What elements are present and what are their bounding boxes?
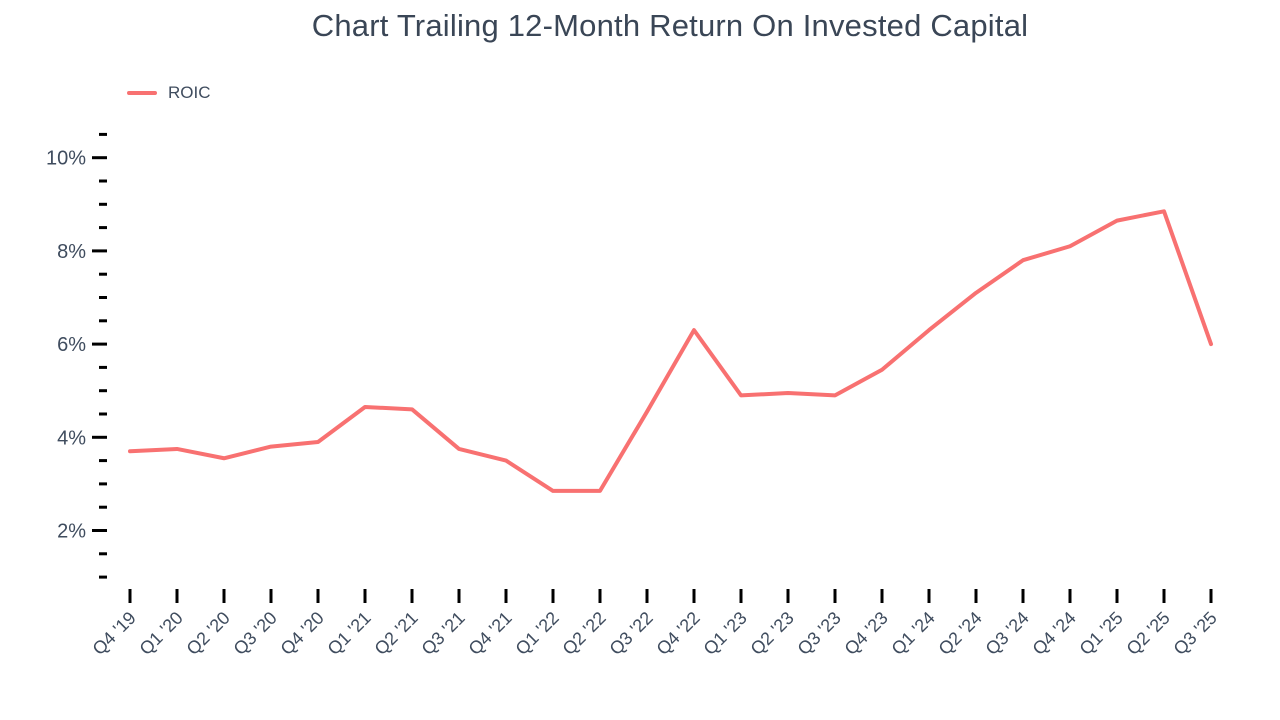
- y-tick-label: 2%: [57, 521, 86, 543]
- x-tick-label: Q3 '23: [794, 608, 845, 659]
- x-tick-label: Q1 '22: [512, 608, 563, 659]
- legend-label: ROIC: [168, 83, 211, 102]
- x-tick-label: Q3 '24: [982, 608, 1033, 659]
- x-tick-label: Q2 '22: [559, 608, 610, 659]
- x-tick-label: Q2 '25: [1123, 608, 1174, 659]
- x-tick-label: Q2 '23: [747, 608, 798, 659]
- x-tick-label: Q4 '19: [89, 608, 140, 659]
- x-tick-label: Q2 '24: [935, 608, 986, 659]
- x-tick-label: Q4 '24: [1029, 608, 1080, 659]
- x-tick-label: Q3 '21: [418, 608, 469, 659]
- x-tick-label: Q4 '23: [841, 608, 892, 659]
- x-tick-label: Q4 '20: [277, 608, 328, 659]
- x-tick-label: Q3 '25: [1170, 608, 1221, 659]
- x-tick-label: Q1 '24: [888, 608, 939, 659]
- y-tick-label: 6%: [57, 334, 86, 356]
- x-tick-label: Q1 '20: [136, 608, 187, 659]
- legend-line-swatch-icon: [127, 90, 157, 95]
- chart-title: Chart Trailing 12-Month Return On Invest…: [311, 8, 1029, 43]
- legend: ROIC: [127, 84, 211, 101]
- x-tick-label: Q4 '21: [465, 608, 516, 659]
- y-tick-label: 4%: [57, 427, 86, 449]
- x-tick-label: Q3 '20: [230, 608, 281, 659]
- x-tick-label: Q4 '22: [653, 608, 704, 659]
- x-tick-label: Q1 '21: [324, 608, 375, 659]
- x-tick-label: Q3 '22: [606, 608, 657, 659]
- y-tick-label: 10%: [46, 148, 86, 170]
- x-tick-label: Q1 '23: [700, 608, 751, 659]
- x-tick-label: Q1 '25: [1076, 608, 1127, 659]
- y-tick-label: 8%: [57, 241, 86, 263]
- x-tick-label: Q2 '21: [371, 608, 422, 659]
- roic-line: [128, 209, 1213, 493]
- x-tick-label: Q2 '20: [183, 608, 234, 659]
